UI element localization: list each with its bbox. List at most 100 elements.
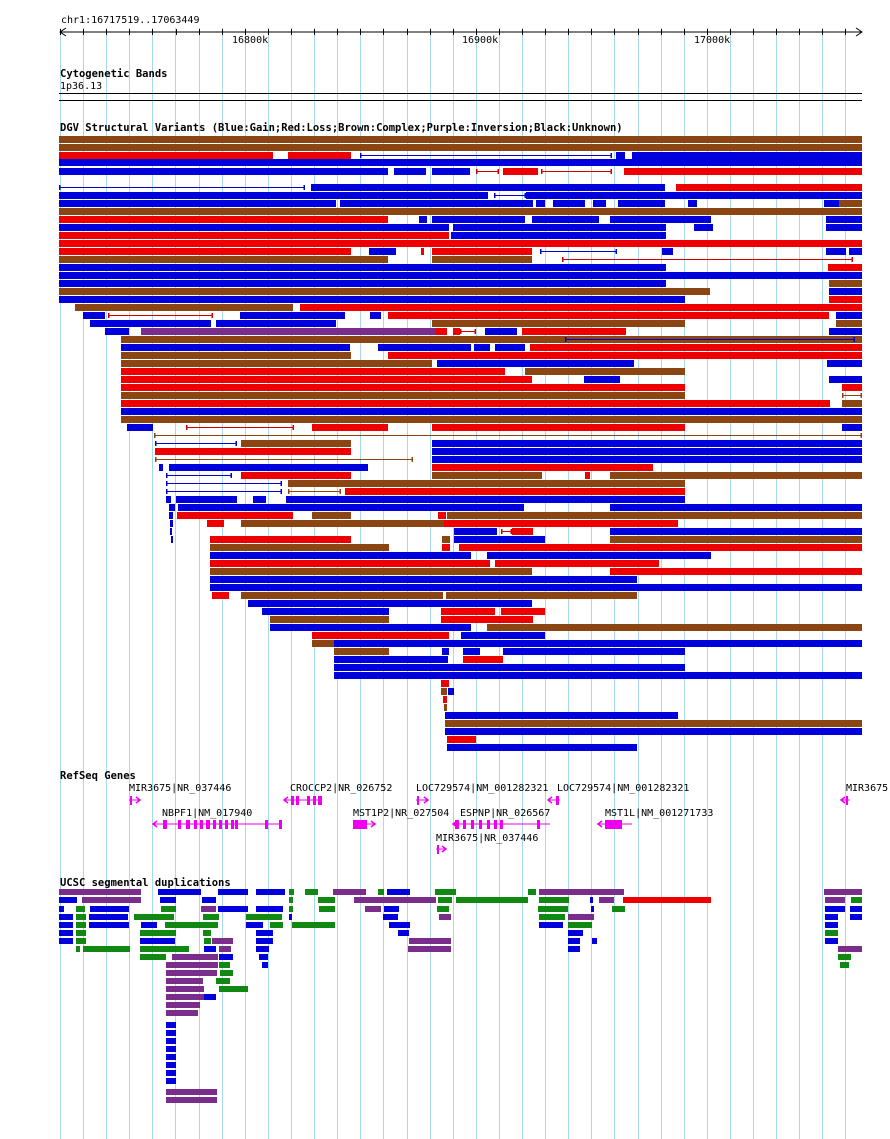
dgv-variant-bar[interactable] — [624, 168, 862, 175]
segdup-block[interactable] — [365, 906, 381, 912]
dgv-variant-end[interactable] — [108, 313, 110, 318]
dgv-variant-bar[interactable] — [849, 248, 862, 255]
cytoband-bar-top[interactable] — [59, 93, 862, 94]
segdup-block[interactable] — [59, 914, 73, 920]
dgv-variant-bar[interactable] — [522, 328, 626, 335]
dgv-variant-bar[interactable] — [241, 592, 443, 599]
gene-exon[interactable] — [200, 820, 203, 829]
gene-strand-arrow[interactable] — [596, 820, 603, 828]
gene-exon[interactable] — [213, 820, 216, 829]
dgv-variant-bar[interactable] — [495, 560, 659, 567]
segdup-block[interactable] — [166, 1002, 200, 1008]
segdup-block[interactable] — [166, 1097, 217, 1103]
dgv-variant-bar[interactable] — [432, 424, 685, 431]
dgv-variant-end[interactable] — [860, 393, 863, 398]
dgv-variant-bar[interactable] — [442, 536, 450, 543]
gene-exon[interactable] — [194, 820, 197, 829]
segdup-block[interactable] — [825, 897, 845, 903]
segdup-block[interactable] — [59, 938, 73, 944]
dgv-variant-bar[interactable] — [216, 320, 336, 327]
dgv-variant-end[interactable] — [860, 433, 863, 438]
segdup-block[interactable] — [437, 906, 449, 912]
segdup-block[interactable] — [539, 897, 569, 903]
segdup-block[interactable] — [219, 954, 233, 960]
gene-strand-arrow[interactable] — [546, 796, 553, 804]
dgv-variant-bar[interactable] — [262, 608, 389, 615]
segdup-block[interactable] — [599, 897, 614, 903]
segdup-block[interactable] — [166, 1030, 176, 1036]
dgv-variant-bar[interactable] — [212, 592, 229, 599]
segdup-block[interactable] — [59, 922, 73, 928]
segdup-block[interactable] — [378, 889, 384, 895]
gene-label[interactable]: MIR3675 — [846, 783, 889, 794]
gene-exon[interactable] — [479, 820, 482, 829]
dgv-variant-bar[interactable] — [448, 688, 454, 695]
dgv-variant-bar[interactable] — [286, 496, 685, 503]
gene-exon[interactable] — [130, 796, 132, 805]
dgv-variant-bar[interactable] — [593, 200, 606, 207]
dgv-variant-bar[interactable] — [59, 288, 710, 295]
dgv-variant-bar[interactable] — [340, 200, 533, 207]
dgv-variant-end[interactable] — [474, 329, 477, 334]
dgv-variant-bar[interactable] — [842, 384, 862, 391]
dgv-variant-bar[interactable] — [432, 248, 532, 255]
gene-label[interactable]: MIR3675|NR_037446 — [436, 833, 539, 844]
dgv-variant-end[interactable] — [288, 489, 290, 494]
dgv-variant-bar[interactable] — [694, 224, 713, 231]
dgv-variant-bar[interactable] — [444, 704, 447, 711]
gene-exon[interactable] — [279, 820, 282, 829]
segdup-block[interactable] — [89, 922, 129, 928]
segdup-block[interactable] — [204, 946, 216, 952]
segdup-block[interactable] — [89, 914, 128, 920]
dgv-variant-bar[interactable] — [487, 624, 862, 631]
segdup-block[interactable] — [166, 1062, 176, 1068]
dgv-variant-bar[interactable] — [454, 528, 497, 535]
dgv-variant-bar[interactable] — [59, 168, 388, 175]
dgv-variant-bar[interactable] — [829, 288, 862, 295]
segdup-block[interactable] — [140, 946, 189, 952]
segdup-block[interactable] — [568, 930, 583, 936]
segdup-block[interactable] — [318, 897, 335, 903]
dgv-variant-bar[interactable] — [210, 576, 637, 583]
dgv-variant-bar[interactable] — [90, 320, 211, 327]
gene-exon[interactable] — [206, 820, 210, 829]
dgv-variant-bar[interactable] — [210, 560, 490, 567]
dgv-variant-bar[interactable] — [836, 320, 862, 327]
dgv-variant-bar[interactable] — [432, 216, 525, 223]
segdup-block[interactable] — [592, 938, 597, 944]
segdup-block[interactable] — [172, 954, 218, 960]
dgv-variant-bar[interactable] — [159, 464, 163, 471]
dgv-variant-bar[interactable] — [207, 520, 224, 527]
dgv-variant-bar[interactable] — [839, 200, 862, 207]
segdup-block[interactable] — [173, 962, 218, 968]
gene-exon[interactable] — [225, 820, 228, 829]
dgv-variant-end[interactable] — [853, 337, 856, 342]
dgv-variant-bar[interactable] — [688, 200, 697, 207]
dgv-variant-bar[interactable] — [536, 200, 545, 207]
segdup-block[interactable] — [354, 897, 436, 903]
segdup-block[interactable] — [201, 906, 216, 912]
segdup-block[interactable] — [825, 938, 838, 944]
dgv-variant-bar[interactable] — [59, 232, 449, 239]
dgv-variant-end[interactable] — [59, 185, 61, 190]
dgv-variant-end[interactable] — [565, 337, 567, 342]
dgv-variant-bar[interactable] — [334, 640, 862, 647]
segdup-block[interactable] — [161, 906, 176, 912]
dgv-variant-bar[interactable] — [610, 472, 862, 479]
segdup-block[interactable] — [384, 906, 399, 912]
gene-exon[interactable] — [318, 796, 322, 805]
dgv-variant-bar[interactable] — [447, 512, 862, 519]
dgv-variant-bar[interactable] — [442, 544, 450, 551]
dgv-variant-bar[interactable] — [171, 536, 173, 543]
gene-exon[interactable] — [291, 796, 294, 805]
segdup-block[interactable] — [134, 914, 174, 920]
segdup-block[interactable] — [166, 986, 204, 992]
segdup-block[interactable] — [90, 906, 129, 912]
dgv-variant-bar[interactable] — [59, 280, 666, 287]
dgv-variant-bar[interactable] — [432, 472, 542, 479]
dgv-variant-end[interactable] — [211, 313, 214, 318]
dgv-variant-bar[interactable] — [824, 200, 839, 207]
dgv-variant-bar[interactable] — [83, 312, 105, 319]
segdup-block[interactable] — [825, 914, 838, 920]
segdup-block[interactable] — [438, 897, 452, 903]
